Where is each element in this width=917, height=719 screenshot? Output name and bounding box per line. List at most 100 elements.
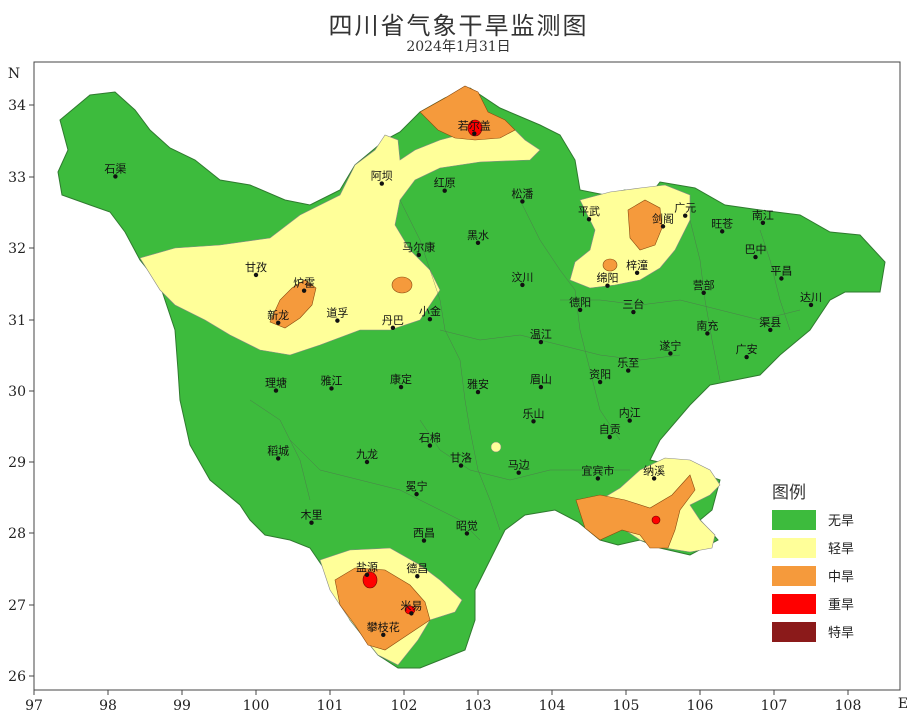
city-dot	[464, 531, 470, 536]
city-marker: 平武	[578, 205, 600, 222]
city-dot	[390, 325, 396, 330]
city-dot	[779, 276, 784, 281]
city-marker: 内江	[619, 406, 641, 423]
city-dot	[415, 574, 420, 579]
city-label: 纳溪	[643, 464, 665, 477]
city-marker: 道孚	[326, 306, 348, 323]
city-dot	[595, 476, 601, 481]
city-label: 康定	[390, 372, 412, 386]
lat-tick-label: 33	[8, 170, 26, 186]
city-dot	[753, 254, 758, 260]
city-label: 新龙	[267, 308, 289, 322]
lon-tick-label: 105	[613, 698, 640, 714]
city-dot	[409, 611, 414, 616]
city-dot	[516, 470, 521, 475]
city-label: 若尔盖	[458, 119, 491, 133]
lon-ticks	[33, 690, 849, 695]
city-marker: 德昌	[406, 561, 428, 579]
city-marker: 南江	[752, 209, 774, 226]
city-marker: 宜宾市	[581, 463, 614, 481]
city-marker: 自贡	[599, 423, 621, 440]
city-marker: 剑阁	[652, 211, 674, 229]
city-marker: 丹巴	[382, 314, 404, 330]
city-label: 黑水	[467, 229, 489, 242]
city-dot	[538, 339, 544, 345]
city-label: 三台	[622, 297, 644, 311]
city-label: 巴中	[745, 243, 767, 256]
city-dot	[597, 379, 603, 385]
city-dot	[720, 229, 725, 234]
city-marker: 红原	[434, 177, 456, 193]
county-boundaries	[249, 199, 801, 541]
city-label: 平武	[578, 205, 600, 218]
lat-tick-label: 30	[8, 384, 26, 400]
city-label: 盐源	[356, 560, 378, 574]
map-title: 四川省气象干旱监测图	[328, 12, 589, 40]
city-dot	[705, 331, 710, 336]
legend-label-light: 轻旱	[828, 542, 854, 557]
city-dot	[427, 317, 433, 322]
lat-tick-label: 29	[8, 455, 26, 471]
lon-tick-label: 100	[243, 698, 270, 714]
city-label: 平昌	[770, 265, 792, 278]
region-severe-drought-naxi	[651, 515, 661, 525]
city-label: 红原	[434, 177, 456, 190]
legend-title: 图例	[772, 483, 806, 503]
city-label: 旺苍	[711, 217, 733, 230]
city-label: 资阳	[589, 368, 611, 381]
region-moderate-drought-jiange	[627, 199, 663, 251]
city-dot	[421, 538, 427, 543]
city-dot	[768, 327, 773, 333]
region-moderate-drought-xiaojin	[391, 276, 413, 294]
city-dot	[364, 459, 370, 465]
city-dot	[472, 131, 477, 136]
city-marker: 绵阳	[597, 271, 619, 288]
city-marker: 攀枝花	[367, 620, 400, 637]
city-dot	[631, 309, 636, 315]
north-label: N	[8, 66, 20, 82]
city-dot	[329, 386, 334, 391]
lon-tick-label: 97	[25, 698, 43, 714]
city-marker: 理塘	[265, 376, 287, 393]
city-dot	[113, 174, 118, 179]
city-dot	[475, 389, 481, 395]
city-marker: 平昌	[770, 265, 792, 281]
city-marker: 汶川	[511, 270, 533, 288]
city-label: 昭觉	[456, 519, 478, 532]
city-label: 达川	[800, 291, 822, 304]
lon-tick-label: 108	[835, 698, 862, 714]
legend-swatch-none	[772, 510, 816, 530]
city-dot	[626, 368, 631, 373]
city-label: 广元	[674, 202, 696, 215]
city-dot	[808, 302, 814, 308]
city-marker: 石渠	[104, 162, 126, 179]
city-marker: 纳溪	[643, 464, 665, 481]
city-dot	[442, 188, 447, 193]
city-label: 理塘	[265, 376, 287, 390]
city-marker: 遂宁	[659, 338, 681, 356]
region-moderate-drought-yibin	[575, 474, 696, 549]
city-label: 石渠	[104, 162, 126, 175]
lon-tick-label: 99	[173, 698, 191, 714]
city-marker: 马尔康	[402, 240, 435, 258]
city-dot	[381, 632, 386, 637]
city-dot	[253, 272, 259, 278]
city-marker: 达川	[800, 291, 822, 308]
map-date: 2024年1月31日	[406, 39, 511, 55]
lon-tick-label: 107	[761, 698, 788, 714]
city-marker: 新龙	[267, 308, 289, 325]
legend-label-severe: 重旱	[828, 597, 854, 613]
city-marker: 稻城	[267, 444, 289, 461]
city-marker: 冕宁	[406, 479, 428, 497]
city-label: 梓潼	[626, 258, 648, 272]
city-dot	[744, 354, 749, 360]
city-marker: 康定	[390, 372, 412, 390]
city-dot	[701, 290, 706, 295]
city-dot	[414, 491, 419, 497]
city-dot	[364, 572, 370, 578]
lat-ticks	[29, 104, 34, 677]
legend-label-moderate: 中旱	[828, 570, 854, 585]
city-label: 炉霍	[293, 277, 315, 290]
city-label: 米易	[400, 599, 422, 612]
